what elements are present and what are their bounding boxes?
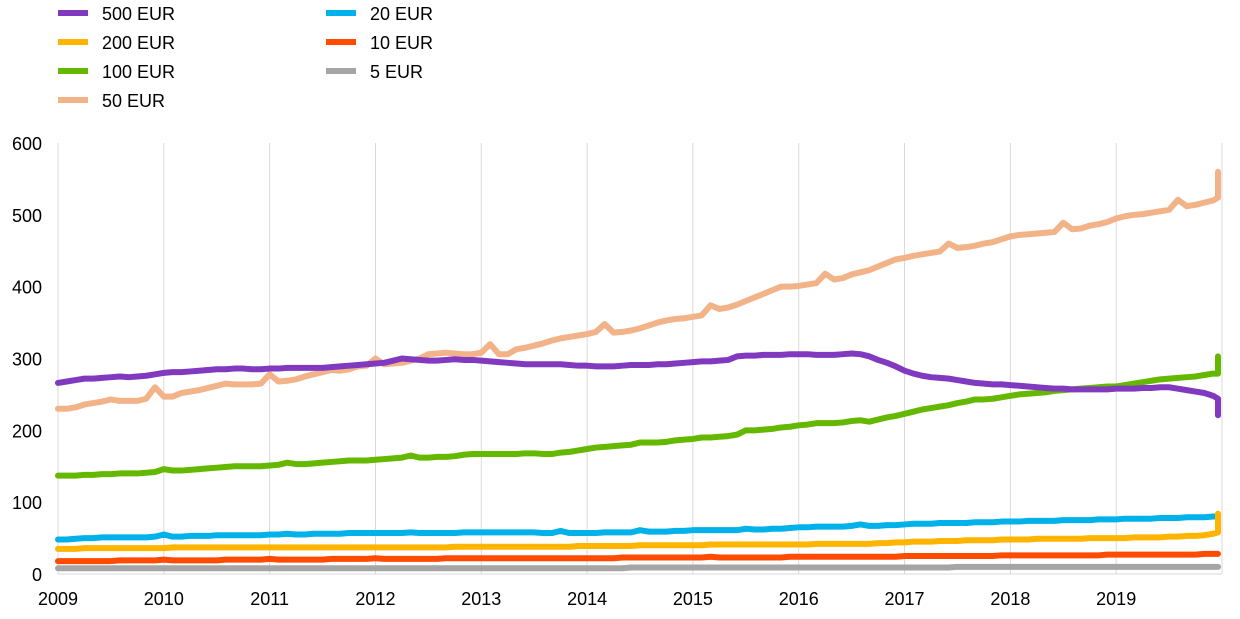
legend-label: 10 EUR	[370, 33, 433, 53]
x-tick-label: 2009	[38, 589, 78, 609]
x-tick-label: 2017	[885, 589, 925, 609]
axes: 0 100 200 300 400 500 600 2009 2010 2011 2012 2013 2…	[12, 134, 1222, 609]
legend-label: 50 EUR	[102, 91, 165, 111]
legend-label: 500 EUR	[102, 4, 175, 24]
y-tick-label: 0	[32, 565, 42, 585]
series-line-20-eur	[55, 512, 1221, 543]
series-line-200-eur	[55, 510, 1221, 552]
legend-label: 200 EUR	[102, 33, 175, 53]
y-tick-label: 200	[12, 421, 42, 441]
x-tick-label: 2014	[567, 589, 607, 609]
series-line-100-eur	[55, 353, 1221, 479]
y-tick-label: 100	[12, 493, 42, 513]
y-tick-label: 600	[12, 134, 42, 154]
x-tick-label: 2012	[355, 589, 395, 609]
series-lines	[55, 168, 1221, 572]
grid	[57, 143, 1223, 574]
y-tick-label: 300	[12, 350, 42, 370]
legend-label: 5 EUR	[370, 62, 423, 82]
x-tick-label: 2013	[461, 589, 501, 609]
series-line-10-eur	[55, 550, 1221, 565]
series-line-5-eur	[55, 563, 1221, 572]
y-tick-label: 400	[12, 278, 42, 298]
x-tick-label: 2011	[250, 589, 289, 609]
y-tick-label: 500	[12, 206, 42, 226]
x-tick-label: 2019	[1096, 589, 1136, 609]
x-tick-label: 2010	[144, 589, 184, 609]
legend: 500 EUR 200 EUR 100 EUR 50 EUR 20 EUR 10 EUR 5…	[58, 4, 433, 111]
legend-label: 20 EUR	[370, 4, 433, 24]
legend-label: 100 EUR	[102, 62, 175, 82]
series-line-500-eur	[55, 350, 1221, 419]
series-line-50-eur	[55, 168, 1221, 412]
x-tick-label: 2016	[779, 589, 819, 609]
x-tick-label: 2018	[990, 589, 1030, 609]
x-tick-label: 2015	[673, 589, 713, 609]
